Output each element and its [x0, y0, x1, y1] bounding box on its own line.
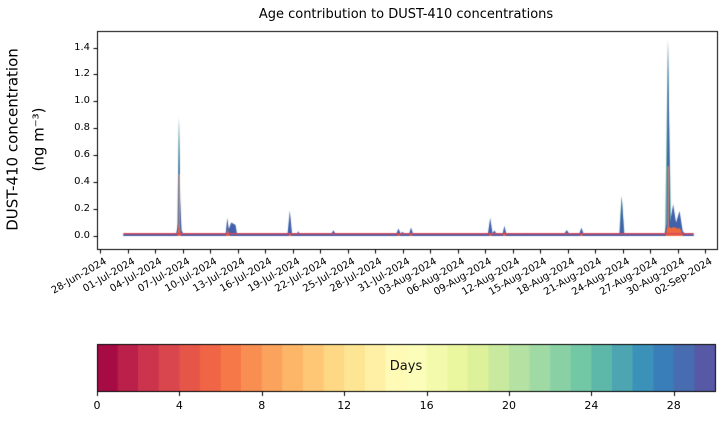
y-axis-label-line2: (ng m⁻³) — [29, 107, 48, 172]
colorbar-tick-label: 0 — [93, 399, 101, 412]
colorbar-tick-label: 12 — [337, 399, 352, 412]
colorbar-tick-label: 20 — [502, 399, 516, 412]
y-tick-label: 0.0 — [74, 230, 90, 241]
y-tick-label: 1.0 — [74, 95, 90, 107]
y-tick-label: 0.8 — [74, 122, 90, 134]
colorbar-tick-label: 28 — [666, 399, 681, 412]
colorbar-tick-label: 16 — [419, 399, 434, 412]
y-tick-label: 1.4 — [74, 41, 90, 53]
chart-title: Age contribution to DUST-410 concentrati… — [258, 7, 554, 22]
y-tick-label: 0.4 — [74, 176, 90, 188]
y-tick-label: 0.6 — [74, 149, 90, 161]
colorbar-tick-label: 24 — [584, 399, 599, 412]
colorbar-tick-label: 8 — [258, 399, 266, 412]
y-axis-label-line1: DUST-410 concentration — [3, 48, 22, 231]
colorbar-label: Days — [389, 359, 423, 374]
y-tick-label: 0.2 — [74, 203, 90, 215]
colorbar-tick-label: 4 — [175, 399, 183, 412]
y-tick-label: 1.2 — [74, 68, 90, 80]
